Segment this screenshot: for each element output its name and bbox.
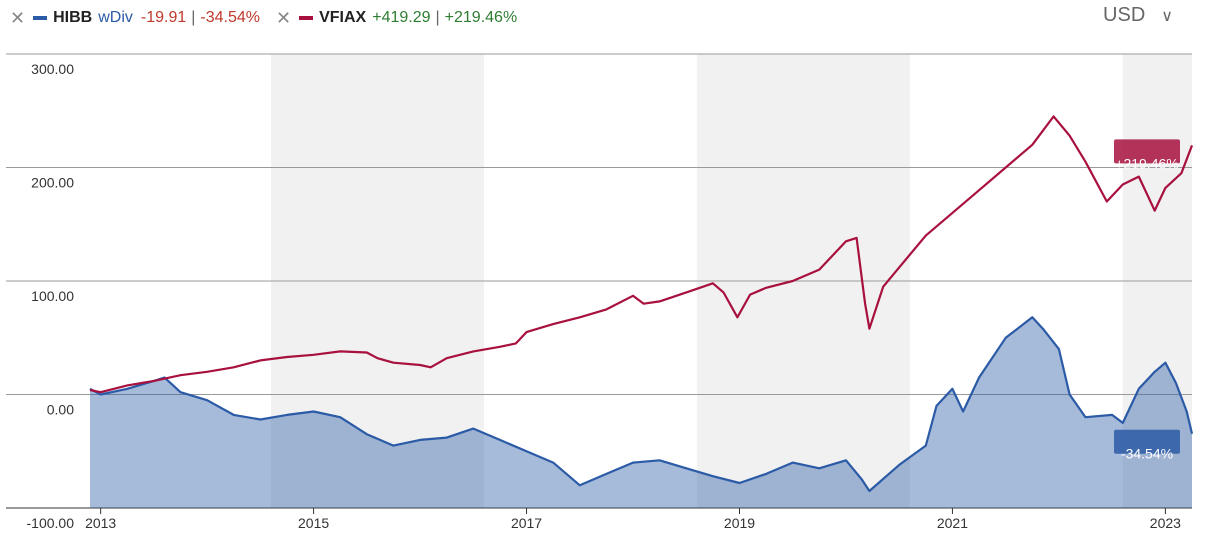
y-tick-label: 100.00 (31, 288, 74, 304)
chevron-down-icon: ∨ (1161, 6, 1173, 25)
y-axis: 300.00 200.00 100.00 0.00 -100.00 (27, 61, 75, 531)
currency-label: USD (1103, 4, 1146, 26)
legend-separator: | (435, 9, 440, 26)
chart-legend: ✕ HIBB wDiv -19.91 | -34.54% ✕ VFIAX +41… (0, 0, 900, 36)
legend-separator: | (191, 9, 196, 26)
x-axis: 2013 2015 2017 2019 2021 2023 (85, 508, 1181, 531)
x-tick-label: 2015 (298, 515, 329, 531)
series-line-vfiax (89, 115, 1194, 394)
end-label-badge (1114, 139, 1180, 164)
x-tick-label: 2013 (85, 515, 116, 531)
x-tick-label: 2023 (1150, 515, 1181, 531)
series-swatch-vfiax (299, 16, 314, 20)
end-labels: -34.54% +219.46% (1114, 139, 1180, 462)
y-tick-label: 300.00 (31, 61, 74, 77)
series-ticker-hibb: HIBB (53, 9, 93, 26)
currency-selector[interactable]: USD ∨ (1103, 4, 1173, 27)
end-label-text: -34.54% (1121, 446, 1173, 462)
series-line-hibb (89, 316, 1194, 493)
legend-item-hibb: ✕ HIBB wDiv -19.91 | -34.54% (10, 8, 260, 29)
series-pct-vfiax: +219.46% (444, 9, 518, 26)
y-tick-label: 0.00 (47, 402, 74, 418)
y-tick-label: -100.00 (27, 515, 75, 531)
end-label-vfiax: +219.46% (1114, 139, 1180, 171)
legend-item-vfiax: ✕ VFIAX +419.29 | +219.46% (276, 8, 517, 29)
close-icon[interactable]: ✕ (10, 7, 26, 29)
series-pct-hibb: -34.54% (200, 9, 260, 26)
grid-lines (6, 53, 1192, 509)
with-dividends-label[interactable]: wDiv (98, 9, 133, 26)
x-tick-label: 2019 (724, 515, 755, 531)
series-swatch-hibb (33, 16, 48, 20)
series-change-vfiax: +419.29 (372, 9, 431, 26)
series-layer (89, 115, 1194, 508)
y-tick-label: 200.00 (31, 175, 74, 191)
series-area-hibb (90, 317, 1192, 508)
series-change-hibb: -19.91 (140, 9, 187, 26)
x-tick-label: 2021 (937, 515, 968, 531)
series-ticker-vfiax: VFIAX (319, 9, 367, 26)
end-label-badge (1114, 429, 1180, 454)
end-label-text: +219.46% (1115, 155, 1178, 171)
end-label-hibb: -34.54% (1114, 429, 1180, 462)
x-tick-label: 2017 (511, 515, 542, 531)
close-icon[interactable]: ✕ (276, 7, 292, 29)
